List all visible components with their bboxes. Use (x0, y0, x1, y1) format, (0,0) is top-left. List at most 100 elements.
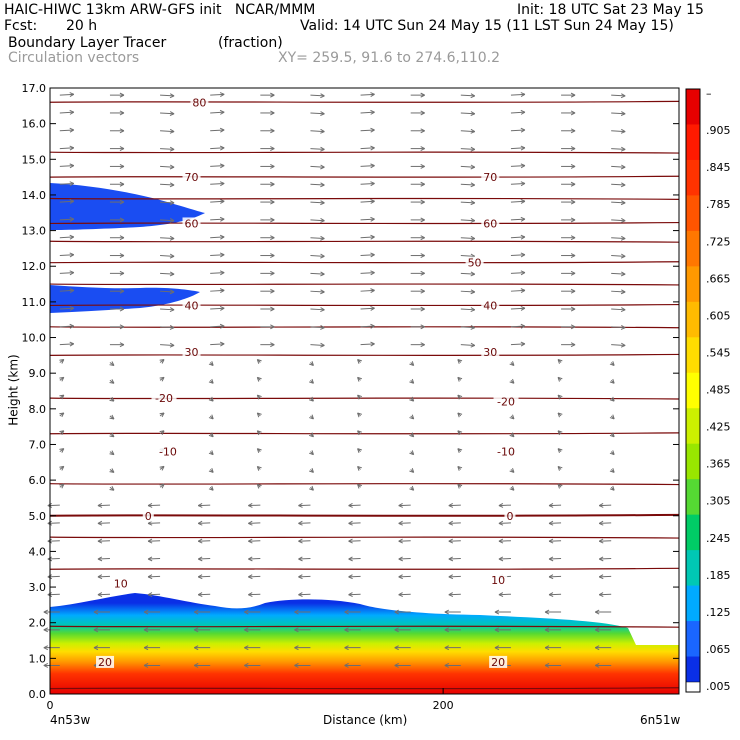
circulation-vector (510, 127, 526, 133)
y-tick-label: 5.0 (29, 510, 47, 523)
circulation-vector (210, 216, 225, 222)
circulation-vector (310, 128, 325, 134)
model-title: HAIC-HIWC 13km ARW-GFS init NCAR/MMM (4, 2, 316, 18)
circulation-vector (109, 217, 125, 223)
circulation-vector (43, 609, 60, 615)
circulation-vector (409, 414, 415, 420)
circulation-vector (193, 645, 211, 651)
circulation-vector (59, 430, 65, 435)
circulation-vector (457, 465, 463, 471)
circulation-vector (210, 92, 225, 97)
colorbar-swatch (686, 159, 700, 196)
circulation-vector (97, 592, 110, 597)
circulation-vector (460, 164, 476, 170)
circulation-vector (410, 181, 425, 187)
circulation-vector (210, 341, 225, 347)
circulation-vector (594, 609, 612, 615)
circulation-vector (548, 538, 562, 544)
circulation-vector (93, 627, 110, 633)
y-tick-label: 6.0 (29, 474, 47, 487)
circulation-vector (357, 376, 362, 382)
circulation-vector (260, 199, 275, 205)
circulation-vector (448, 574, 461, 580)
circulation-vector (298, 592, 311, 597)
circulation-vector (244, 663, 261, 668)
circulation-vector (109, 288, 125, 294)
x-tick-label: 0 (47, 699, 54, 712)
circulation-vector (208, 485, 214, 491)
circulation-vector (509, 485, 515, 491)
circulation-vector (360, 252, 375, 258)
circulation-vector (298, 538, 311, 544)
circulation-vector (143, 645, 161, 651)
circulation-vector (109, 379, 115, 384)
circulation-vector (548, 592, 562, 597)
circulation-vector (294, 663, 311, 668)
circulation-vector (360, 163, 375, 169)
circulation-vector (344, 609, 361, 615)
circulation-vector (109, 486, 115, 491)
circulation-vector (160, 200, 175, 206)
circulation-vector (357, 359, 362, 364)
vector-label: Circulation vectors (8, 50, 140, 66)
circulation-vector (197, 574, 211, 580)
circulation-vector (147, 592, 161, 597)
circulation-vector (594, 645, 612, 651)
circulation-vector (143, 663, 161, 668)
circulation-vector (210, 109, 225, 115)
circulation-vector (310, 93, 325, 99)
circulation-vector (310, 271, 325, 277)
circulation-vector (160, 307, 175, 313)
circulation-vector (611, 289, 626, 295)
circulation-vector (544, 663, 562, 668)
circulation-vector (611, 182, 626, 188)
circulation-vector (598, 502, 612, 508)
circulation-vector (398, 556, 411, 562)
colorbar-label: .845 (706, 161, 731, 174)
circulation-vector (344, 645, 361, 651)
circulation-vector (410, 253, 425, 258)
circulation-vector (357, 394, 362, 400)
contour-label-bg (190, 96, 209, 109)
circulation-vector (59, 234, 75, 240)
circulation-vector (109, 110, 125, 116)
contour-label-bg (489, 655, 508, 668)
circulation-vector (310, 164, 325, 170)
colorbar-swatch (686, 621, 700, 658)
circulation-vector (510, 270, 526, 276)
circulation-vector (208, 396, 214, 402)
circulation-vector (409, 485, 415, 491)
circulation-vector (444, 627, 461, 633)
contour-label-bg (493, 445, 519, 458)
circulation-vector (309, 361, 314, 366)
circulation-vector (59, 483, 65, 489)
circulation-vector (348, 592, 361, 597)
circulation-vector (109, 432, 115, 438)
circulation-vector (248, 574, 261, 580)
circulation-vector (460, 128, 476, 134)
circulation-vector (510, 92, 526, 97)
x-endpoint-left: 4n53w (50, 713, 91, 727)
circulation-vector (160, 218, 175, 223)
circulation-vector (210, 181, 225, 187)
circulation-vector (410, 324, 425, 330)
circulation-vector (444, 609, 461, 615)
contour-label-bg (151, 392, 177, 405)
circulation-vector (360, 181, 375, 187)
circulation-vector (59, 288, 75, 294)
circulation-vector (394, 645, 411, 651)
circulation-vector (448, 592, 461, 597)
y-tick-label: 8.0 (29, 403, 47, 416)
contour-line (49, 625, 680, 628)
circulation-vector (448, 556, 461, 562)
colorbar-label: .365 (706, 458, 731, 471)
circulation-vector (409, 361, 415, 366)
circulation-vector (548, 502, 562, 508)
circulation-vector (248, 502, 261, 508)
circulation-vector (561, 324, 576, 330)
colorbar-label: .785 (706, 198, 731, 211)
circulation-vector (510, 109, 526, 115)
circulation-vector (208, 361, 214, 366)
contour-line (49, 221, 680, 225)
colorbar-swatch (686, 550, 700, 587)
